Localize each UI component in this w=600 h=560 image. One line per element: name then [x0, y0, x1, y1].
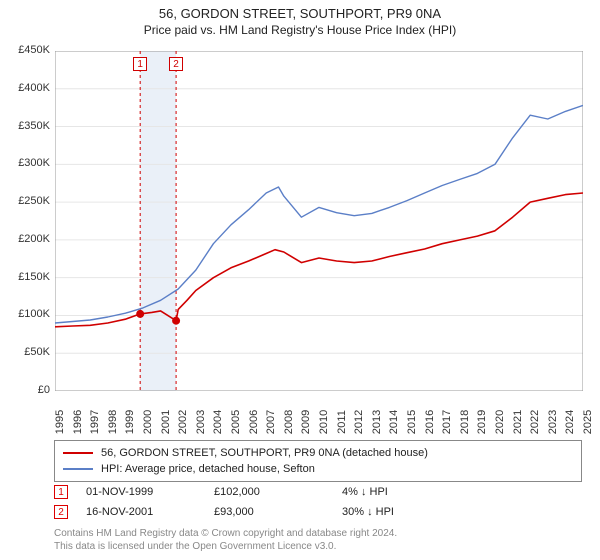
chart-event-marker-2: 2	[169, 57, 183, 71]
y-tick-label: £250K	[6, 195, 50, 207]
y-tick-label: £200K	[6, 233, 50, 245]
legend-row-2: HPI: Average price, detached house, Seft…	[63, 461, 573, 477]
plot-area: 12	[54, 50, 582, 390]
x-tick-label: 2013	[371, 410, 383, 434]
x-tick-label: 2005	[230, 410, 242, 434]
event-delta-1: 4% ↓ HPI	[342, 486, 452, 498]
legend-label-1: 56, GORDON STREET, SOUTHPORT, PR9 0NA (d…	[101, 447, 428, 459]
x-tick-label: 1998	[107, 410, 119, 434]
x-tick-label: 2018	[459, 410, 471, 434]
x-tick-label: 2004	[212, 410, 224, 434]
x-tick-label: 2022	[529, 410, 541, 434]
x-tick-label: 2002	[177, 410, 189, 434]
plot-svg	[55, 51, 583, 391]
event-marker-2: 2	[54, 505, 68, 519]
event-marker-1: 1	[54, 485, 68, 499]
x-tick-label: 2016	[424, 410, 436, 434]
x-tick-label: 2008	[283, 410, 295, 434]
y-tick-label: £150K	[6, 271, 50, 283]
x-tick-label: 2019	[476, 410, 488, 434]
y-tick-label: £50K	[6, 346, 50, 358]
y-tick-label: £300K	[6, 157, 50, 169]
x-tick-label: 1995	[54, 410, 66, 434]
legend-row-1: 56, GORDON STREET, SOUTHPORT, PR9 0NA (d…	[63, 445, 573, 461]
x-tick-label: 2001	[160, 410, 172, 434]
x-tick-label: 2015	[406, 410, 418, 434]
footer-line2: This data is licensed under the Open Gov…	[54, 541, 582, 554]
x-tick-label: 2017	[441, 410, 453, 434]
x-tick-label: 2023	[547, 410, 559, 434]
chart-container: 56, GORDON STREET, SOUTHPORT, PR9 0NA Pr…	[0, 0, 600, 560]
footer-line1: Contains HM Land Registry data © Crown c…	[54, 528, 582, 541]
event-date-2: 16-NOV-2001	[86, 506, 196, 518]
y-tick-label: £400K	[6, 82, 50, 94]
event-row-2: 2 16-NOV-2001 £93,000 30% ↓ HPI	[54, 502, 582, 522]
x-tick-label: 2020	[494, 410, 506, 434]
x-tick-label: 2014	[388, 410, 400, 434]
x-tick-label: 1999	[124, 410, 136, 434]
x-tick-label: 2025	[582, 410, 594, 434]
y-tick-label: £0	[6, 384, 50, 396]
x-tick-label: 2000	[142, 410, 154, 434]
legend-box: 56, GORDON STREET, SOUTHPORT, PR9 0NA (d…	[54, 440, 582, 482]
event-date-1: 01-NOV-1999	[86, 486, 196, 498]
title-line2: Price paid vs. HM Land Registry's House …	[0, 21, 600, 37]
x-tick-label: 2006	[248, 410, 260, 434]
x-tick-label: 1996	[72, 410, 84, 434]
x-tick-label: 2003	[195, 410, 207, 434]
footer: Contains HM Land Registry data © Crown c…	[54, 528, 582, 553]
legend-label-2: HPI: Average price, detached house, Seft…	[101, 463, 315, 475]
chart-event-marker-1: 1	[133, 57, 147, 71]
events-table: 1 01-NOV-1999 £102,000 4% ↓ HPI 2 16-NOV…	[54, 482, 582, 522]
x-tick-label: 1997	[89, 410, 101, 434]
x-tick-label: 2011	[336, 410, 348, 434]
x-tick-label: 2024	[564, 410, 576, 434]
event-delta-2: 30% ↓ HPI	[342, 506, 452, 518]
legend-swatch-2	[63, 468, 93, 470]
y-tick-label: £350K	[6, 120, 50, 132]
x-tick-label: 2009	[300, 410, 312, 434]
title-line1: 56, GORDON STREET, SOUTHPORT, PR9 0NA	[0, 0, 600, 21]
event-row-1: 1 01-NOV-1999 £102,000 4% ↓ HPI	[54, 482, 582, 502]
x-tick-label: 2021	[512, 410, 524, 434]
y-tick-label: £100K	[6, 308, 50, 320]
y-tick-label: £450K	[6, 44, 50, 56]
x-tick-label: 2007	[265, 410, 277, 434]
event-price-2: £93,000	[214, 506, 324, 518]
x-tick-label: 2010	[318, 410, 330, 434]
legend-swatch-1	[63, 452, 93, 454]
x-tick-label: 2012	[353, 410, 365, 434]
event-price-1: £102,000	[214, 486, 324, 498]
